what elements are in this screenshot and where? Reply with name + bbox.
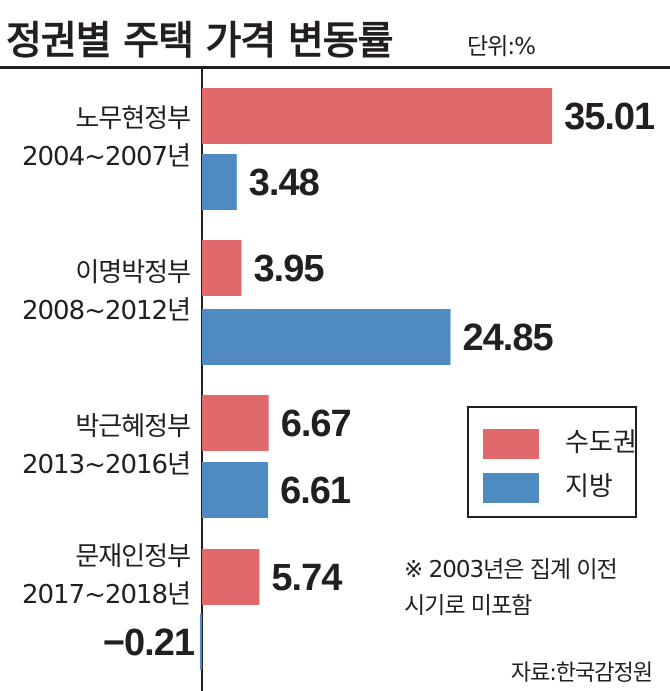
bar-province-2	[202, 462, 269, 518]
value-label-capital-0: 35.01	[564, 96, 655, 138]
bar-capital-0	[202, 88, 553, 144]
category-period: 2004~2007년	[21, 142, 191, 172]
category-name: 문재인정부	[75, 542, 191, 572]
bar-province-1	[202, 309, 451, 365]
bar-capital-1	[202, 240, 242, 296]
footnote: ※ 2003년은 집계 이전 시기로 미포함	[404, 552, 618, 624]
category-label-moon: 문재인정부 2017~2018년	[0, 538, 191, 614]
source-credit: 자료:한국감정원	[510, 661, 653, 686]
category-name: 노무현정부	[75, 104, 191, 134]
footnote-line: ※ 2003년은 집계 이전	[404, 557, 618, 583]
category-label-roh: 노무현정부 2004~2007년	[0, 100, 191, 176]
value-label-capital-1: 3.95	[254, 248, 325, 290]
category-name: 박근혜정부	[75, 412, 191, 442]
category-period: 2017~2018년	[21, 580, 191, 610]
bar-capital-3	[202, 549, 260, 605]
category-name: 이명박정부	[75, 258, 191, 288]
legend-swatch-capital	[483, 429, 539, 459]
value-label-province-3: −0.21	[103, 622, 195, 664]
value-label-province-0: 3.48	[249, 162, 319, 204]
value-label-province-1: 24.85	[463, 317, 554, 359]
title-divider	[0, 66, 670, 69]
footnote-line: 시기로 미포함	[404, 593, 532, 619]
bar-province-3	[199, 614, 202, 670]
chart-title: 정권별 주택 가격 변동률	[6, 19, 394, 64]
legend-swatch-province	[483, 473, 539, 503]
value-label-capital-2: 6.67	[281, 403, 351, 445]
unit-label: 단위:%	[467, 34, 536, 60]
legend: 수도권 지방	[467, 406, 637, 518]
category-label-lee: 이명박정부 2008~2012년	[0, 254, 191, 330]
bar-province-0	[202, 154, 237, 210]
category-label-park: 박근혜정부 2013~2016년	[0, 408, 191, 484]
category-period: 2008~2012년	[21, 296, 191, 326]
legend-label-capital: 수도권	[565, 428, 637, 458]
legend-label-province: 지방	[565, 472, 613, 502]
value-label-province-2: 6.61	[280, 470, 351, 512]
category-period: 2013~2016년	[21, 450, 191, 480]
value-label-capital-3: 5.74	[271, 557, 342, 599]
bar-capital-2	[202, 395, 269, 451]
